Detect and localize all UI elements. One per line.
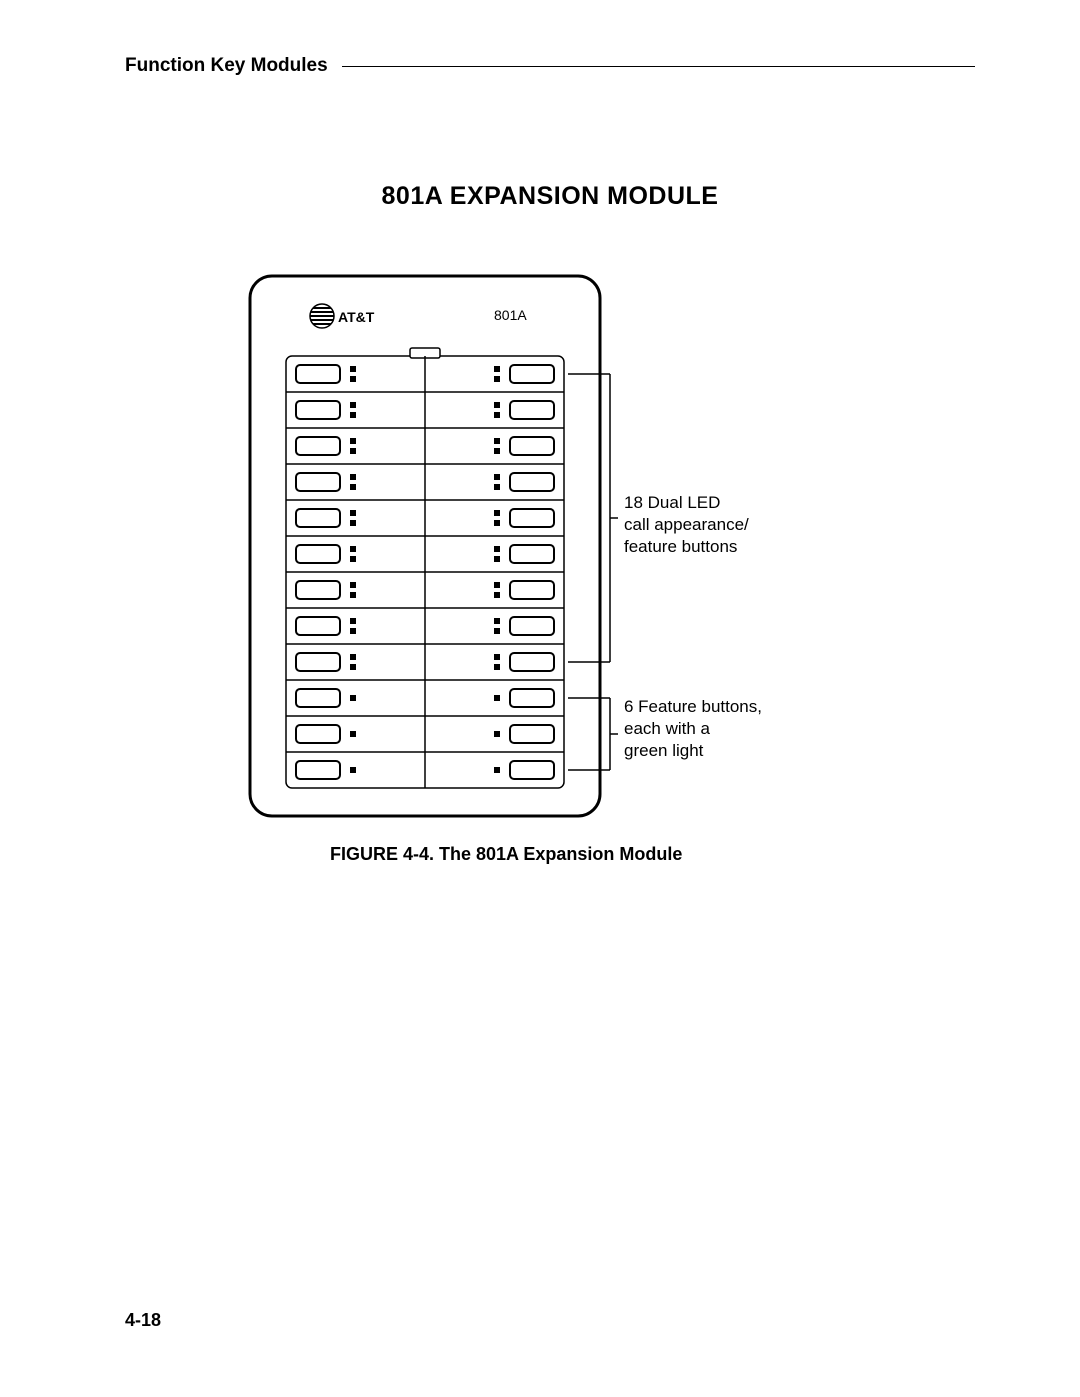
page: Function Key Modules 801A EXPANSION MODU… — [0, 0, 1080, 1397]
page-header: Function Key Modules — [125, 55, 975, 77]
svg-text:801A: 801A — [494, 307, 527, 323]
svg-text:call appearance/: call appearance/ — [624, 515, 749, 534]
page-number: 4-18 — [125, 1310, 161, 1331]
svg-text:AT&T: AT&T — [338, 309, 375, 325]
svg-text:18 Dual LED: 18 Dual LED — [624, 493, 720, 512]
svg-text:6 Feature buttons,: 6 Feature buttons, — [624, 697, 762, 716]
page-title: 801A EXPANSION MODULE — [125, 182, 975, 211]
figure-caption: FIGURE 4-4. The 801A Expansion Module — [330, 844, 975, 865]
section-title: Function Key Modules — [125, 55, 328, 77]
header-rule — [342, 66, 975, 67]
module-diagram: AT&T 801A 18 Dual LED call appearance/featu… — [240, 266, 860, 826]
figure: AT&T 801A 18 Dual LED call appearance/featu… — [125, 266, 975, 826]
svg-text:feature buttons: feature buttons — [624, 537, 737, 556]
svg-text:green light: green light — [624, 741, 704, 760]
svg-text:each with a: each with a — [624, 719, 711, 738]
